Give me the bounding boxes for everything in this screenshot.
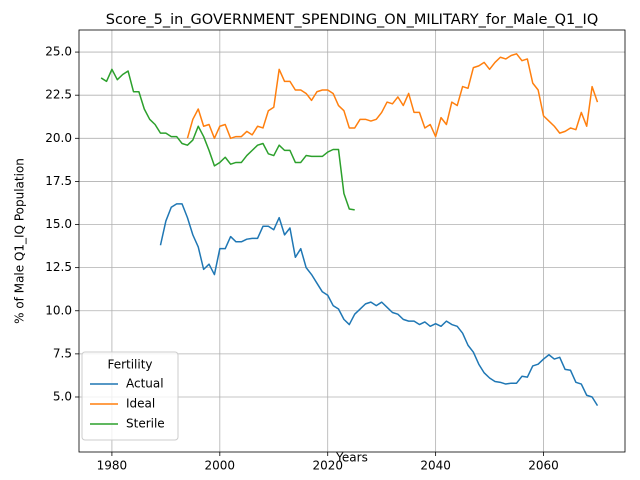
- legend-label: Actual: [126, 377, 164, 391]
- y-tick-label: 10.0: [45, 303, 72, 317]
- series-line: [100, 68, 355, 211]
- y-tick-label: 12.5: [45, 260, 72, 274]
- series-line: [159, 203, 599, 407]
- x-tick-label: 2040: [420, 459, 451, 473]
- y-tick-label: 7.5: [53, 346, 72, 360]
- legend: Fertility Actual Ideal Sterile: [81, 351, 179, 441]
- y-axis-label: % of Male Q1_IQ Population: [13, 158, 27, 324]
- x-axis-label: Years: [335, 451, 368, 465]
- y-tick-label: 25.0: [45, 45, 72, 59]
- legend-label: Ideal: [126, 397, 155, 411]
- y-tick-label: 5.0: [53, 389, 72, 403]
- legend-title: Fertility: [107, 358, 152, 372]
- y-tick-label: 20.0: [45, 131, 72, 145]
- x-tick-label: 2060: [528, 459, 559, 473]
- y-tick-label: 15.0: [45, 217, 72, 231]
- legend-box: [81, 351, 179, 441]
- chart-title: Score_5_in_GOVERNMENT_SPENDING_ON_MILITA…: [106, 12, 598, 28]
- plot-frame: [78, 29, 626, 453]
- x-tick-label: 2020: [312, 459, 343, 473]
- y-tick-label: 22.5: [45, 88, 72, 102]
- x-tick-label: 2000: [205, 459, 236, 473]
- series-line: [186, 53, 599, 140]
- legend-label: Sterile: [126, 417, 165, 431]
- y-tick-label: 17.5: [45, 174, 72, 188]
- x-tick-label: 1980: [97, 459, 128, 473]
